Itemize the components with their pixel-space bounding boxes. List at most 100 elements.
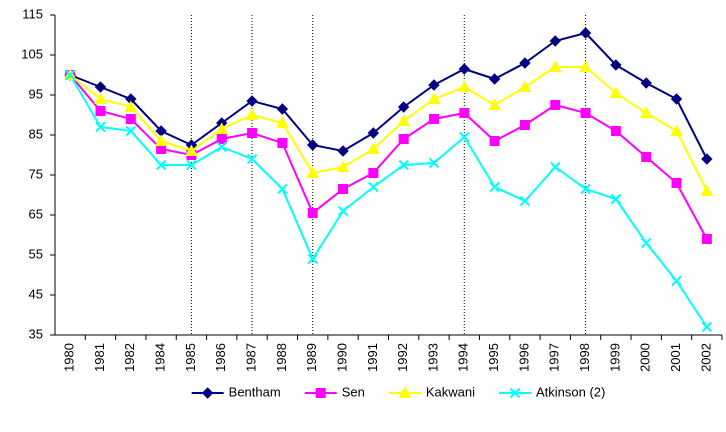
data-point <box>338 184 349 194</box>
legend-label: Sen <box>342 384 365 399</box>
data-point <box>427 92 441 104</box>
x-tick-label: 1991 <box>365 343 380 372</box>
x-tick-label: 2000 <box>638 343 653 372</box>
data-point <box>519 195 531 207</box>
data-point <box>610 126 621 136</box>
y-tick-label: 35 <box>29 326 43 341</box>
x-tick-label: 1992 <box>395 343 410 372</box>
data-point <box>548 60 562 72</box>
data-point <box>640 77 652 89</box>
data-point <box>276 116 289 128</box>
legend-item: Sen <box>304 384 365 399</box>
x-tick-label: 1993 <box>425 343 440 372</box>
data-point <box>489 181 500 193</box>
data-point <box>640 237 652 249</box>
data-point <box>276 103 289 115</box>
x-tick-label: 1990 <box>334 343 349 372</box>
data-point <box>701 234 712 244</box>
data-point <box>549 35 561 47</box>
x-tick-label: 1980 <box>62 343 77 372</box>
data-point <box>641 152 652 162</box>
y-tick-label: 75 <box>29 166 43 181</box>
data-point <box>245 108 259 120</box>
series-line <box>69 74 708 240</box>
y-tick-label: 85 <box>29 126 43 141</box>
data-point <box>307 253 318 265</box>
data-point <box>366 142 380 154</box>
legend-item: Atkinson (2) <box>498 384 605 399</box>
data-point <box>186 159 197 171</box>
data-point <box>518 80 532 92</box>
legend-marker <box>509 387 521 399</box>
data-point <box>337 205 349 217</box>
series-line <box>69 31 708 160</box>
data-point <box>95 121 106 133</box>
x-tick-label: 1994 <box>456 343 471 372</box>
data-point <box>519 57 531 69</box>
data-point <box>639 106 653 118</box>
data-point <box>428 157 440 169</box>
data-point <box>398 159 409 171</box>
x-tick-label: 1988 <box>274 343 289 372</box>
x-tick-label: 1984 <box>153 343 168 372</box>
legend-label: Bentham <box>229 384 281 399</box>
data-point <box>610 193 622 205</box>
legend-item: Bentham <box>191 384 281 399</box>
x-tick-label: 1987 <box>244 343 259 372</box>
data-point <box>609 86 623 98</box>
data-point <box>459 131 470 143</box>
data-point <box>306 166 320 178</box>
data-point <box>216 141 227 153</box>
data-point <box>397 101 410 113</box>
data-point <box>306 139 319 151</box>
data-point <box>700 184 714 196</box>
y-tick-label: 105 <box>21 46 43 61</box>
data-point <box>580 108 591 118</box>
legend-label: Kakwani <box>426 384 475 399</box>
data-point <box>550 100 561 110</box>
data-point <box>519 120 530 130</box>
data-point <box>701 321 713 333</box>
data-point <box>458 63 471 75</box>
data-point <box>277 183 288 195</box>
data-point <box>247 128 258 138</box>
x-tick-label: 1999 <box>607 343 622 372</box>
x-tick-label: 1989 <box>304 343 319 372</box>
data-point <box>428 79 440 91</box>
data-point <box>459 108 470 118</box>
x-tick-label: 1996 <box>516 343 531 372</box>
data-point <box>125 114 136 124</box>
data-point <box>580 183 591 195</box>
data-point <box>246 95 258 107</box>
data-point <box>670 124 683 136</box>
data-point <box>428 114 439 124</box>
x-tick-label: 1998 <box>577 343 592 372</box>
data-point <box>610 59 622 71</box>
legend-marker <box>201 387 214 399</box>
data-point <box>124 100 138 112</box>
data-point <box>489 136 500 146</box>
data-point <box>307 208 318 218</box>
data-point <box>550 161 561 173</box>
data-point <box>367 127 380 139</box>
y-tick-label: 55 <box>29 246 43 261</box>
y-tick-label: 95 <box>29 86 43 101</box>
x-tick-label: 1982 <box>122 343 137 372</box>
data-point <box>671 275 682 287</box>
legend-label: Atkinson (2) <box>536 384 605 399</box>
data-point <box>488 73 501 85</box>
data-point <box>701 153 713 165</box>
data-point <box>337 145 349 157</box>
data-point <box>457 80 471 92</box>
x-tick-label: 1995 <box>486 343 501 372</box>
data-point <box>671 178 682 188</box>
data-point <box>246 153 258 165</box>
y-tick-label: 65 <box>29 206 43 221</box>
data-point <box>154 134 168 146</box>
data-point <box>368 181 379 193</box>
legend: Bentham Sen Kakwani Atkinson (2) <box>191 384 605 399</box>
data-point <box>94 92 107 104</box>
data-point <box>277 138 288 148</box>
legend-item: Kakwani <box>388 384 475 399</box>
